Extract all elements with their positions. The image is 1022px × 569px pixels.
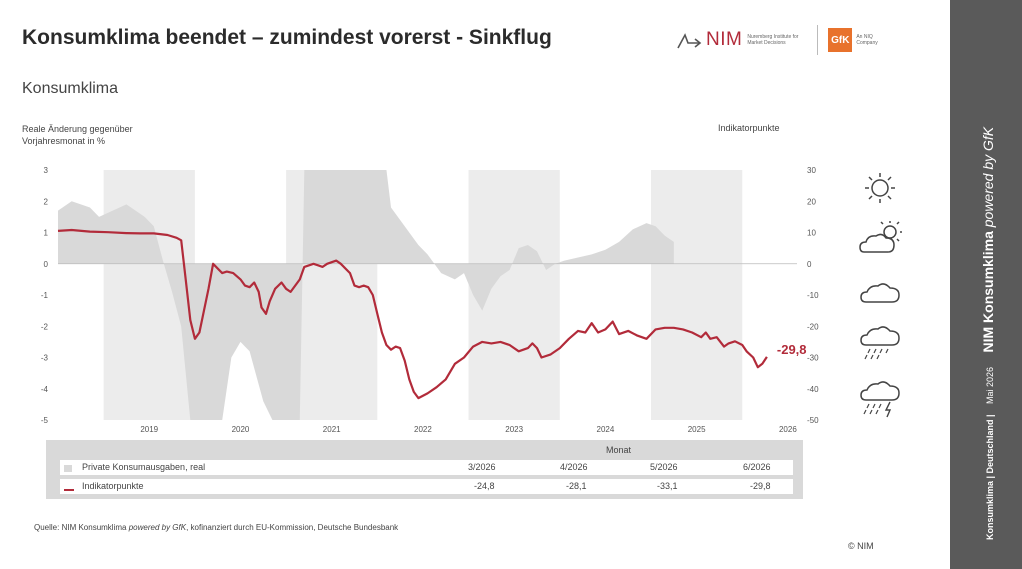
right-tick-label: -40 bbox=[807, 385, 819, 394]
gfk-logo: GfK bbox=[828, 28, 853, 52]
right-tick-label: 10 bbox=[807, 229, 816, 238]
year-band bbox=[651, 170, 743, 420]
last-value-label: -29,8 bbox=[777, 342, 807, 357]
table-header-monat: Monat bbox=[606, 445, 632, 455]
left-tick-label: 3 bbox=[44, 166, 49, 175]
data-table: Monat Private Konsumausgaben, real 3/202… bbox=[46, 440, 803, 499]
x-tick-label: 2021 bbox=[323, 425, 341, 434]
right-tick-label: -20 bbox=[807, 322, 819, 331]
left-tick-label: 0 bbox=[44, 260, 49, 269]
consumption-area bbox=[58, 170, 674, 420]
thunderstorm-icon bbox=[860, 381, 900, 418]
table-cell: -24,8 bbox=[474, 481, 495, 491]
right-tick-label: 30 bbox=[807, 166, 816, 175]
cloud-icon bbox=[860, 283, 900, 303]
sidebar-brand: NIM Konsumklima powered by GfK bbox=[980, 127, 996, 353]
source-suffix: , kofinanziert durch EU-Kommission, Deut… bbox=[186, 523, 399, 532]
month-header: 5/2026 bbox=[650, 462, 678, 472]
chart-subtitle: Konsumklima bbox=[22, 80, 119, 97]
row-label: Private Konsumausgaben, real bbox=[82, 462, 206, 472]
left-tick-label: -1 bbox=[41, 291, 49, 300]
legend-swatch-indicator bbox=[64, 489, 74, 491]
sidebar-brand-prefix: NIM Konsumklima bbox=[980, 227, 996, 353]
left-tick-label: -2 bbox=[41, 322, 49, 331]
copyright: © NIM bbox=[848, 541, 874, 551]
rain-cloud-icon bbox=[860, 326, 900, 360]
left-tick-label: -5 bbox=[41, 416, 49, 425]
source-italic: powered by GfK bbox=[128, 523, 187, 532]
sidebar bbox=[950, 0, 1022, 569]
left-tick-label: 2 bbox=[44, 197, 49, 206]
right-tick-label: -50 bbox=[807, 416, 819, 425]
table-cell: -29,8 bbox=[750, 481, 771, 491]
table-row: Indikatorpunkte -24,8 -28,1 -33,1 -29,8 bbox=[60, 479, 793, 494]
sun-icon bbox=[865, 173, 895, 203]
legend-swatch-consumption bbox=[64, 465, 72, 472]
right-axis-label: Indikatorpunkte bbox=[718, 123, 780, 133]
sun-cloud-icon bbox=[859, 221, 902, 253]
table-cell: -33,1 bbox=[657, 481, 678, 491]
konsumklima-chart: 3210-1-2-3-4-53020100-10-20-30-40-502019… bbox=[41, 166, 819, 434]
source-note: Quelle: NIM Konsumklima powered by GfK, … bbox=[34, 523, 398, 532]
indicator-line bbox=[57, 228, 768, 400]
nim-logo-sub: Nuremberg Institute for Market Decisions bbox=[747, 34, 799, 46]
right-tick-label: 20 bbox=[807, 197, 816, 206]
row-label: Indikatorpunkte bbox=[82, 481, 144, 491]
nim-gfk-logo: NIM Nuremberg Institute for Market Decis… bbox=[676, 25, 886, 55]
left-tick-label: -4 bbox=[41, 385, 49, 394]
gfk-logo-sub: An NIQ Company bbox=[856, 34, 878, 46]
sidebar-date: Mai 2026 bbox=[985, 366, 995, 404]
sidebar-text: Konsumklima | Deutschland | Mai 2026 NIM… bbox=[980, 127, 998, 540]
nim-arrow-icon bbox=[677, 33, 702, 49]
right-tick-label: -10 bbox=[807, 291, 819, 300]
left-tick-label: -3 bbox=[41, 354, 49, 363]
x-tick-label: 2024 bbox=[597, 425, 615, 434]
month-header: 3/2026 bbox=[468, 462, 496, 472]
sidebar-brand-italic: powered by GfK bbox=[980, 126, 996, 228]
left-tick-label: 1 bbox=[44, 229, 49, 238]
left-axis-label: Reale Änderung gegenüber Vorjahresmonat … bbox=[22, 124, 133, 146]
page-title: Konsumklima beendet – zumindest vorerst … bbox=[22, 26, 552, 49]
table-cell: -28,1 bbox=[566, 481, 587, 491]
source-prefix: Quelle: NIM Konsumklima bbox=[34, 523, 129, 532]
x-tick-label: 2020 bbox=[232, 425, 250, 434]
logo-divider bbox=[817, 25, 819, 55]
x-tick-label: 2025 bbox=[688, 425, 706, 434]
x-tick-label: 2022 bbox=[414, 425, 432, 434]
x-tick-label: 2023 bbox=[505, 425, 523, 434]
table-row: Private Konsumausgaben, real 3/2026 4/20… bbox=[60, 460, 793, 475]
month-header: 6/2026 bbox=[743, 462, 771, 472]
x-tick-label: 2019 bbox=[140, 425, 158, 434]
nim-logo-text: NIM bbox=[706, 29, 743, 50]
right-tick-label: -30 bbox=[807, 354, 819, 363]
x-tick-label: 2026 bbox=[779, 425, 797, 434]
month-header: 4/2026 bbox=[560, 462, 588, 472]
sidebar-region: Konsumklima | Deutschland | bbox=[985, 414, 995, 540]
right-tick-label: 0 bbox=[807, 260, 812, 269]
